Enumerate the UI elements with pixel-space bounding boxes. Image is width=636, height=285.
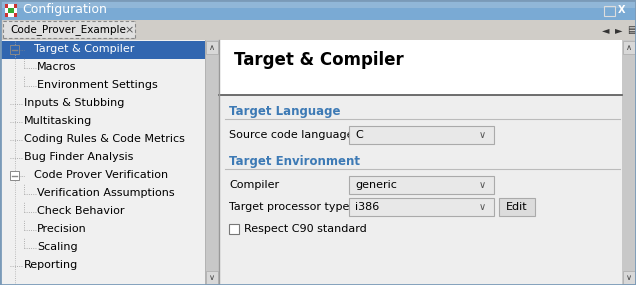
Bar [205, 40, 219, 285]
Text: C: C [355, 130, 363, 140]
Text: ∨: ∨ [209, 274, 215, 282]
Text: Verification Assumptions: Verification Assumptions [37, 188, 175, 198]
Text: Inputs & Stubbing: Inputs & Stubbing [24, 98, 125, 108]
Bar [349, 126, 494, 144]
Bar [8, 4, 14, 17]
Bar [229, 224, 239, 234]
Text: generic: generic [355, 180, 397, 190]
Text: Multitasking: Multitasking [24, 116, 92, 126]
Text: Scaling: Scaling [37, 242, 78, 252]
Text: ∧: ∧ [626, 42, 632, 52]
Text: i386: i386 [355, 202, 379, 212]
Text: Source code language: Source code language [229, 130, 354, 140]
Bar [623, 271, 635, 284]
Text: Target Environment: Target Environment [229, 154, 360, 168]
Bar [622, 40, 636, 285]
Text: ∨: ∨ [478, 202, 485, 212]
Text: Reporting: Reporting [24, 260, 78, 270]
Bar [219, 95, 622, 285]
Text: Compiler: Compiler [229, 180, 279, 190]
Bar [8, 8, 14, 13]
Bar [0, 40, 205, 285]
Bar [3, 21, 135, 38]
Text: Edit: Edit [506, 202, 528, 212]
Text: Target processor type: Target processor type [229, 202, 349, 212]
Bar [10, 45, 19, 54]
Bar [604, 6, 615, 16]
Text: Code_Prover_Example: Code_Prover_Example [10, 25, 126, 35]
Text: ►: ► [615, 25, 623, 35]
Text: ∨: ∨ [626, 274, 632, 282]
Text: Code Prover Verification: Code Prover Verification [34, 170, 168, 180]
Bar [0, 20, 636, 40]
Bar [499, 198, 535, 216]
Bar [0, 41, 205, 59]
Bar [349, 176, 494, 194]
Bar [219, 40, 622, 95]
Text: Macros: Macros [37, 62, 76, 72]
Text: Configuration: Configuration [22, 3, 107, 17]
Bar [10, 171, 19, 180]
Bar [5, 8, 17, 13]
Text: Check Behavior: Check Behavior [37, 206, 125, 216]
Text: ◄: ◄ [602, 25, 610, 35]
Text: Respect C90 standard: Respect C90 standard [244, 224, 367, 234]
Text: Environment Settings: Environment Settings [37, 80, 158, 90]
Text: ∨: ∨ [478, 130, 485, 140]
Text: ×: × [124, 25, 134, 35]
Bar [206, 41, 218, 54]
Bar [349, 198, 494, 216]
Bar [5, 4, 17, 17]
Bar [623, 41, 635, 54]
Bar [0, 0, 636, 8]
Text: ▤: ▤ [627, 25, 636, 35]
Bar [0, 0, 636, 20]
Text: ∨: ∨ [478, 180, 485, 190]
Text: Coding Rules & Code Metrics: Coding Rules & Code Metrics [24, 134, 185, 144]
Text: Bug Finder Analysis: Bug Finder Analysis [24, 152, 134, 162]
Text: Precision: Precision [37, 224, 86, 234]
Text: ∧: ∧ [209, 42, 215, 52]
Text: Target Language: Target Language [229, 105, 340, 117]
Text: Target & Compiler: Target & Compiler [34, 44, 134, 54]
Bar [206, 271, 218, 284]
Text: X: X [618, 5, 626, 15]
Text: Target & Compiler: Target & Compiler [234, 51, 404, 69]
